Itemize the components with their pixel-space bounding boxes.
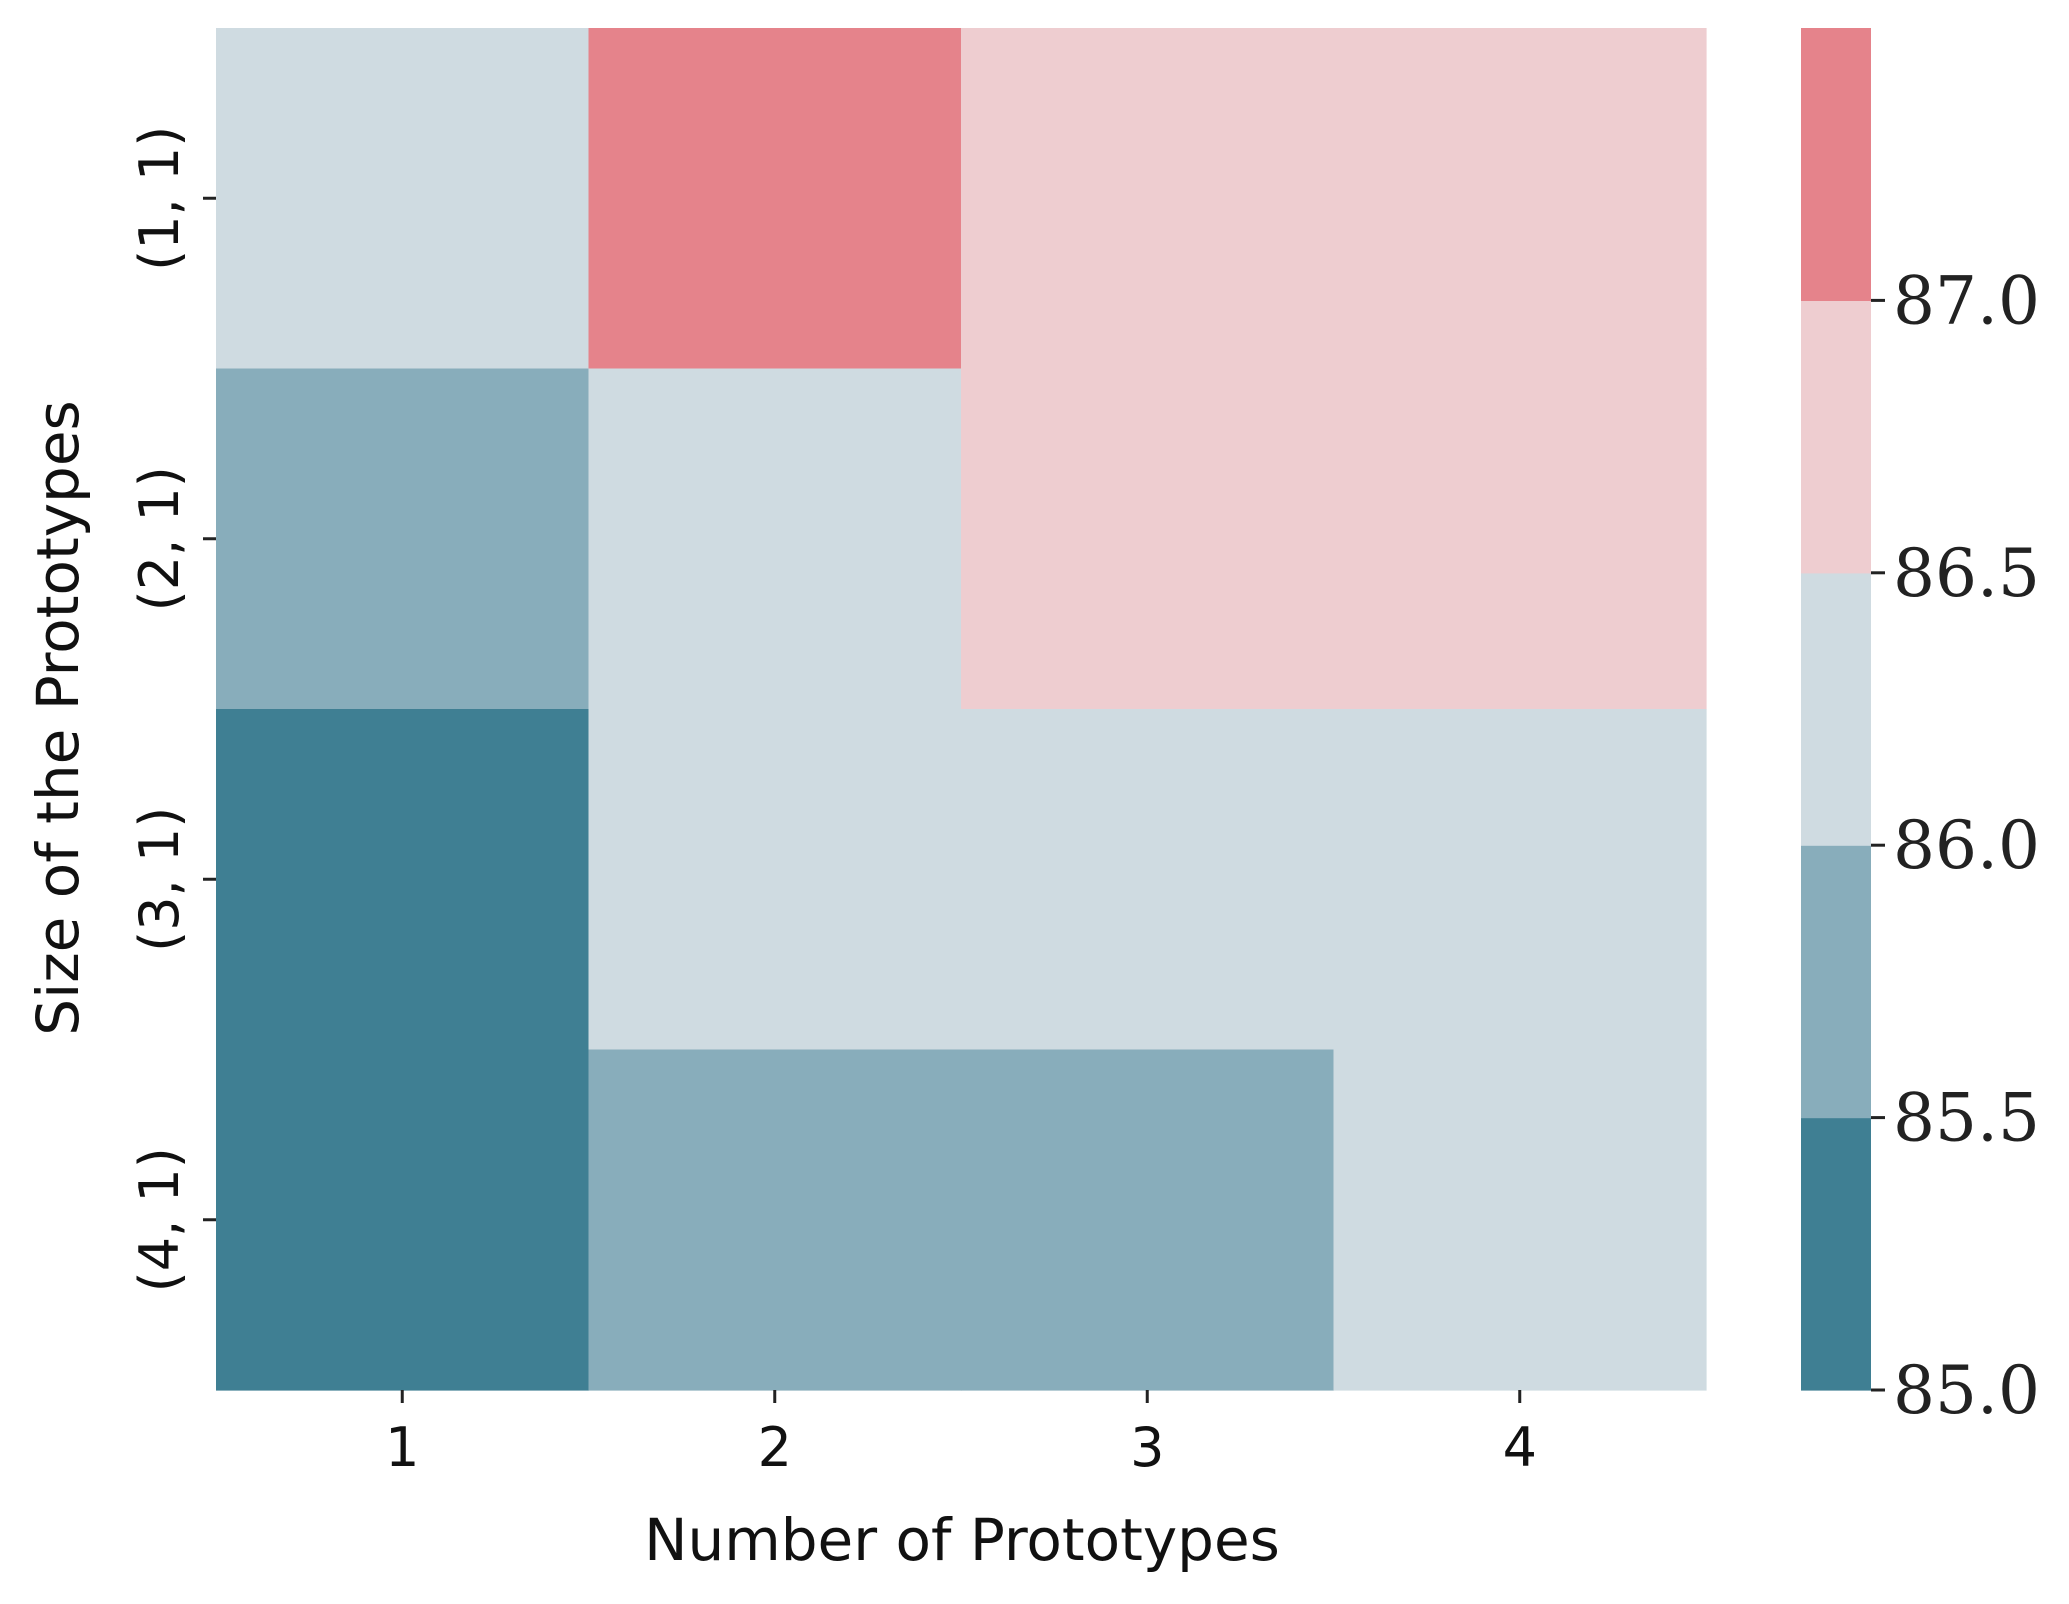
y-axis: (1, 1) (2, 1) (3, 1) (4, 1) — [128, 126, 216, 1292]
colorbar-tick-label: 87.0 — [1893, 262, 2040, 339]
x-axis-label: Number of Prototypes — [644, 1506, 1280, 1574]
heatmap-cell — [1333, 368, 1707, 710]
y-tick-label: (3, 1) — [128, 807, 191, 952]
heatmap-cell — [588, 368, 962, 710]
heatmap-cell — [216, 368, 590, 710]
x-tick-label: 1 — [385, 1416, 419, 1479]
heatmap-cell — [961, 1049, 1335, 1391]
heatmap-cell — [588, 709, 962, 1051]
heatmap-cells — [216, 28, 1707, 1391]
heatmap-cell — [1333, 1049, 1707, 1391]
x-tick-label: 2 — [758, 1416, 792, 1479]
heatmap-cell — [216, 28, 590, 370]
heatmap-cell — [588, 1049, 962, 1391]
colorbar-segment — [1801, 1117, 1871, 1391]
heatmap-cell — [961, 368, 1335, 710]
x-tick-label: 3 — [1130, 1416, 1164, 1479]
heatmap-cell — [216, 1049, 590, 1391]
x-tick-label: 4 — [1503, 1416, 1537, 1479]
heatmap-cell — [588, 28, 962, 370]
colorbar-tick-label: 86.5 — [1893, 535, 2040, 612]
heatmap-cell — [961, 709, 1335, 1051]
colorbar-tick-label: 85.0 — [1893, 1352, 2040, 1429]
y-axis-label: Size of the Prototypes — [24, 400, 92, 1035]
heatmap-cell — [961, 28, 1335, 370]
y-tick-label: (1, 1) — [128, 126, 191, 271]
heatmap-cell — [1333, 28, 1707, 370]
colorbar-segment — [1801, 300, 1871, 574]
y-tick-label: (4, 1) — [128, 1147, 191, 1292]
y-tick-label: (2, 1) — [128, 466, 191, 611]
heatmap-cell — [1333, 709, 1707, 1051]
colorbar-tick-label: 86.0 — [1893, 807, 2040, 884]
colorbar-segment — [1801, 28, 1871, 301]
colorbar: 85.0 85.5 86.0 86.5 87.0 — [1801, 28, 2040, 1429]
heatmap-cell — [216, 709, 590, 1051]
colorbar-tick-label: 85.5 — [1893, 1080, 2040, 1157]
colorbar-segment — [1801, 572, 1871, 846]
x-axis: 1 2 3 4 — [385, 1390, 1537, 1479]
colorbar-segment — [1801, 845, 1871, 1119]
